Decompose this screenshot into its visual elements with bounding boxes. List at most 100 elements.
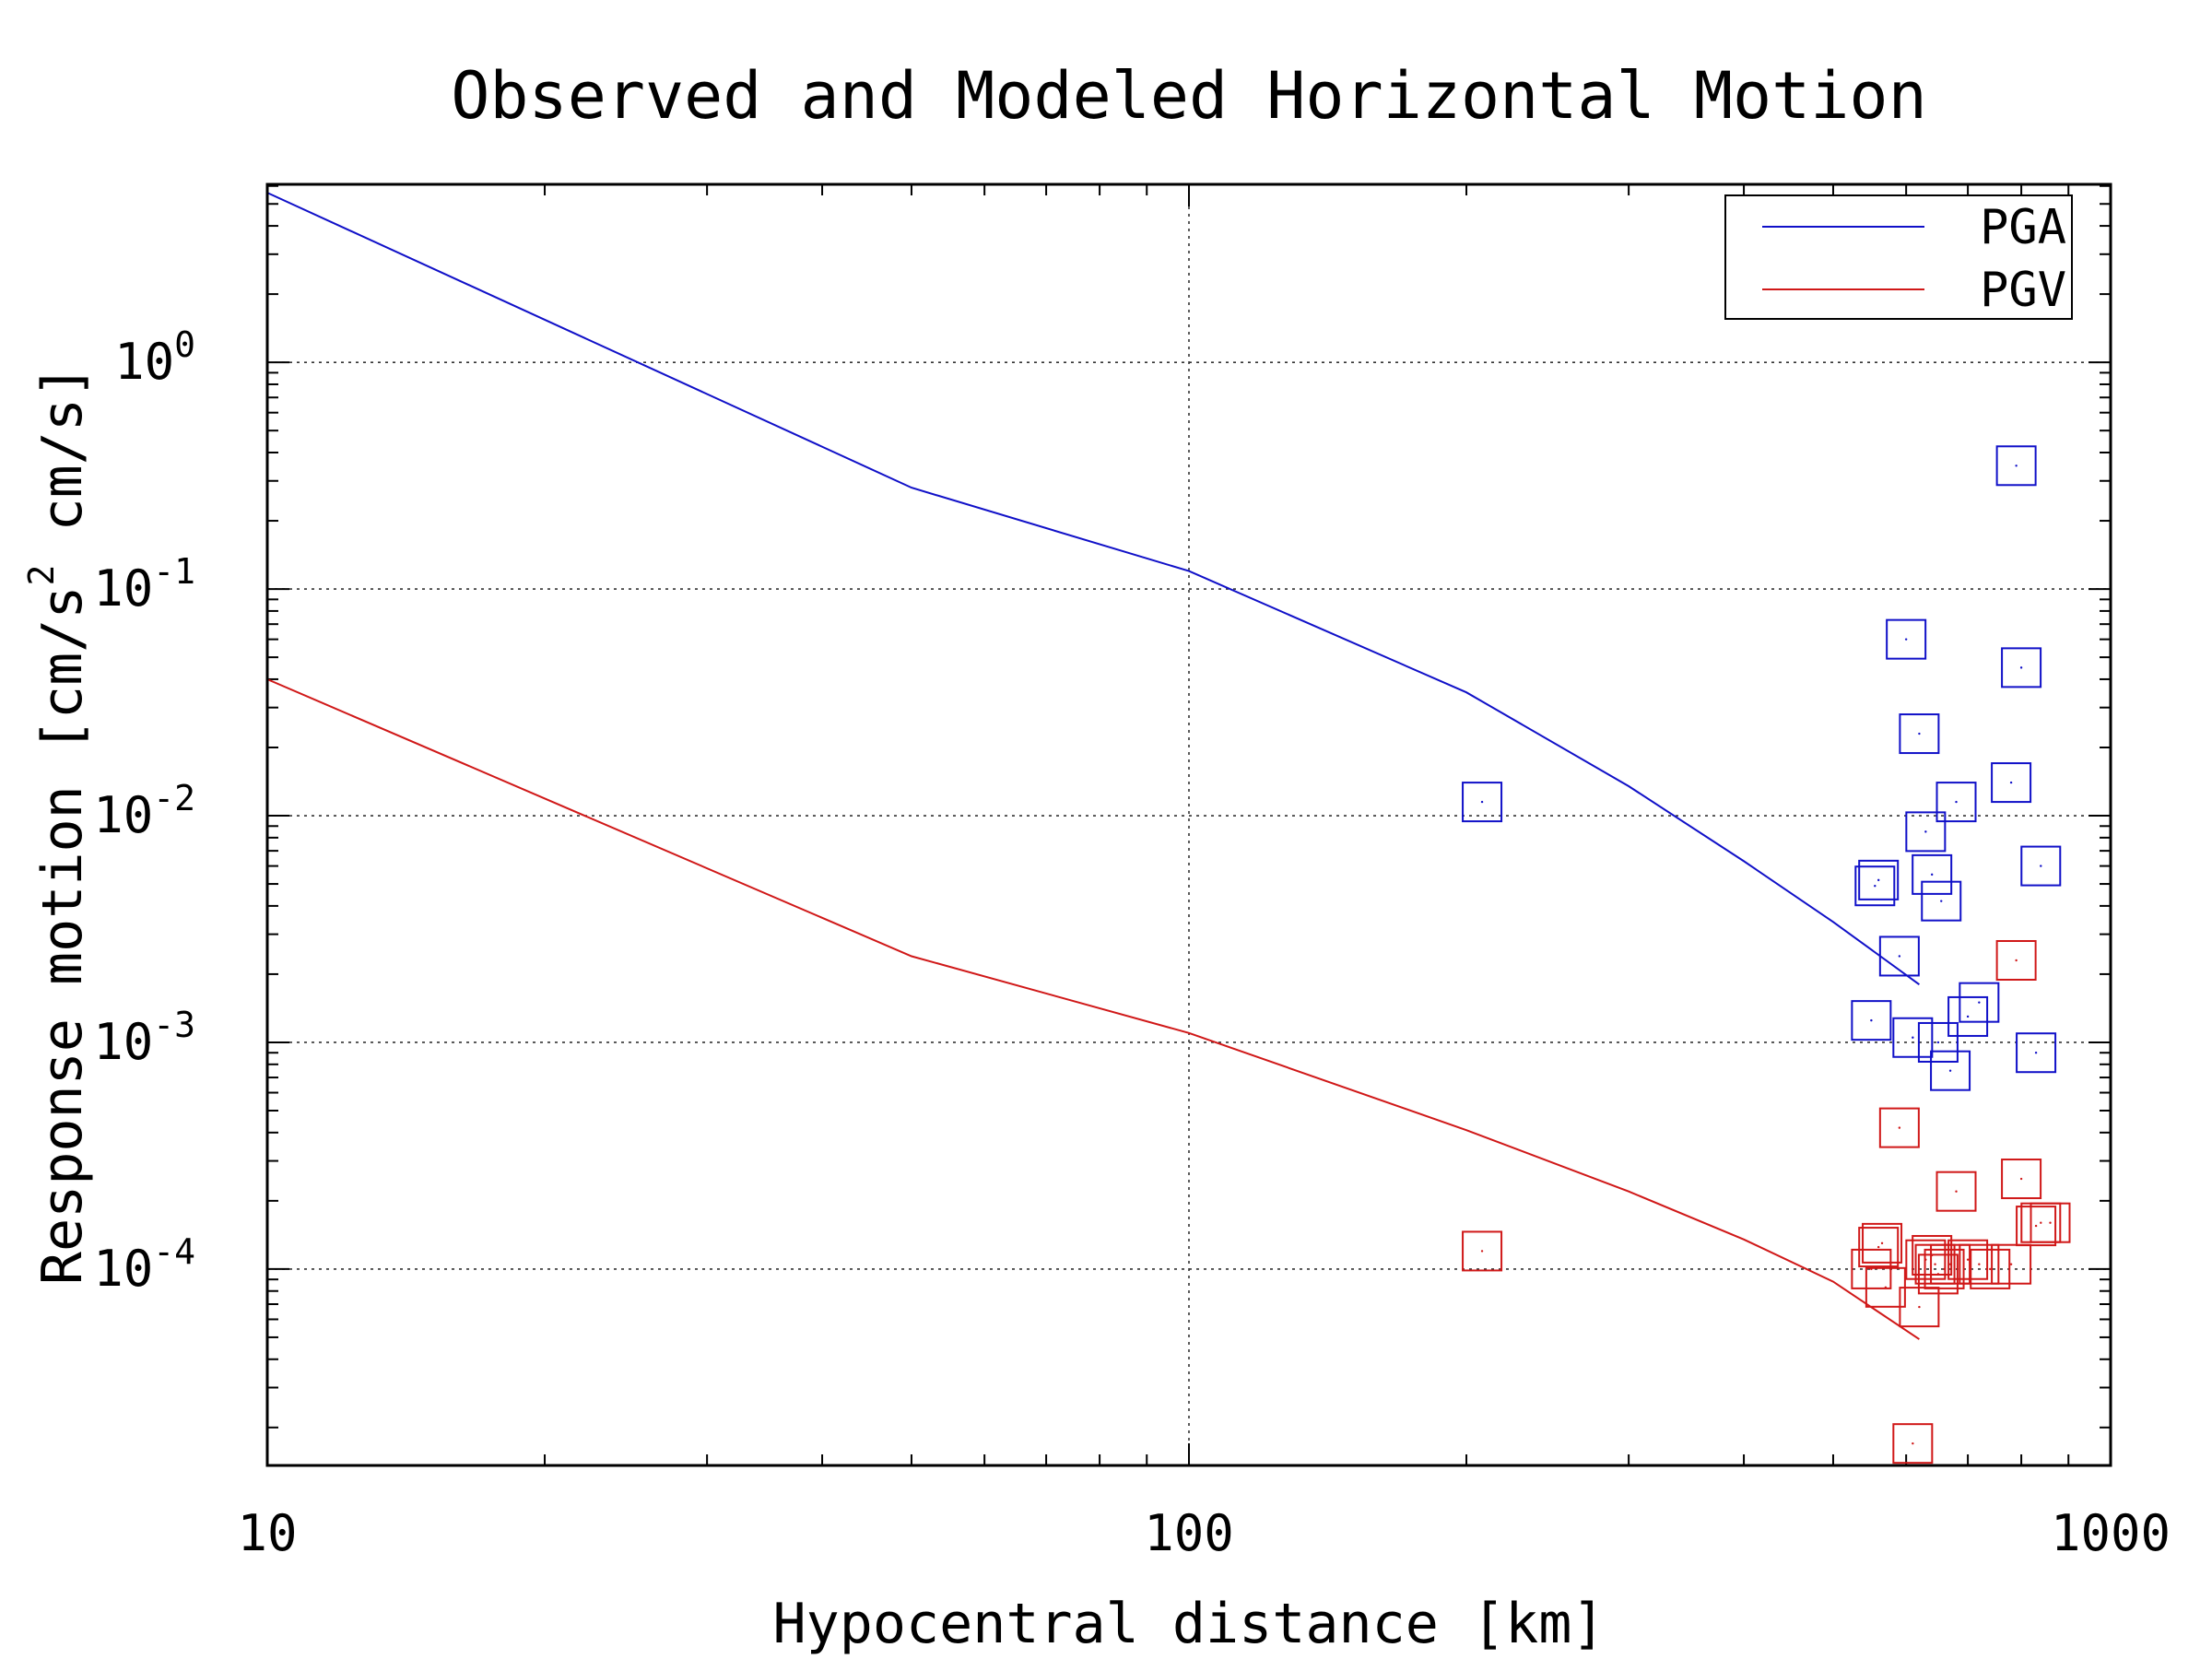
pgv-observed-marker	[1862, 1222, 1903, 1264]
pga-observed-marker-dot	[1948, 1069, 1952, 1072]
pgv-observed-marker	[1878, 1107, 1920, 1148]
pgv-observed-marker	[1995, 939, 2037, 981]
y-axis-label: Response motion [cm/s2 cm/s]	[21, 365, 95, 1285]
pgv-observed-marker-dot	[1948, 1263, 1952, 1265]
pga-observed-marker	[1462, 782, 1503, 823]
pgv-observed-marker-dot	[1918, 1305, 1921, 1309]
pgv-observed-marker-dot	[1934, 1263, 1936, 1265]
pga-observed-marker	[2001, 647, 2042, 688]
pga-observed-marker	[1851, 1000, 1892, 1041]
y-tick-label: 10-3	[93, 1005, 195, 1071]
legend-pgv-label: PGV	[1980, 263, 2066, 318]
pgv-observed-marker-dot	[1898, 1126, 1901, 1129]
pga-observed-marker	[1995, 445, 2037, 487]
pgv-observed-marker	[1462, 1230, 1503, 1272]
pga-observed-marker-dot	[1940, 900, 1943, 902]
pga-observed-marker-dot	[1930, 873, 1934, 877]
pga-observed-marker	[1905, 811, 1947, 853]
pga-observed-marker	[2020, 845, 2062, 887]
pga-observed-marker-dot	[2015, 465, 2018, 467]
pga-observed-marker	[1899, 713, 1940, 755]
pga-observed-marker	[1858, 859, 1900, 900]
pga-observed-marker	[1921, 880, 1962, 922]
pga-observed-marker	[2016, 1032, 2057, 1074]
pgv-observed-marker	[1959, 1243, 2000, 1285]
pgv-observed-marker-dot	[2034, 1224, 2038, 1228]
pga-observed-marker-dot	[2034, 1052, 2038, 1054]
pgv-observed-marker-dot	[1877, 1245, 1880, 1249]
plot-series	[266, 192, 2071, 1465]
pga-observed-marker	[1991, 762, 2032, 804]
pga-line	[266, 192, 1920, 986]
pgv-observed-marker-dot	[1912, 1441, 1914, 1445]
x-axis-label: Hypocentral distance [km]	[772, 1592, 1605, 1656]
pga-observed-marker	[1892, 1017, 1934, 1058]
x-tick-label: 100	[1144, 1504, 1234, 1562]
pgv-observed-marker-dot	[2040, 1221, 2042, 1224]
pgv-observed-marker	[1991, 1243, 2032, 1285]
pgv-observed-marker	[2001, 1159, 2042, 1200]
plot-frame	[265, 182, 2112, 1467]
pga-observed-marker	[1878, 935, 1920, 977]
pgv-observed-marker	[1936, 1171, 1977, 1212]
y-tick-label: 10-4	[93, 1231, 195, 1298]
x-tick-label: 1000	[2051, 1504, 2171, 1562]
y-tick-label: 10-2	[93, 778, 195, 844]
pgv-observed-marker-dot	[1936, 1273, 1940, 1276]
y-tick-label: 10-1	[93, 551, 195, 618]
legend-pga-label: PGA	[1980, 200, 2066, 255]
pgv-line	[266, 678, 1920, 1340]
pgv-observed-marker-dot	[1880, 1241, 1884, 1245]
pga-observed-marker-dot	[1912, 1036, 1914, 1039]
pgv-observed-marker	[1924, 1248, 1965, 1289]
pga-observed-marker	[1912, 853, 1953, 895]
x-tick-label: 10	[237, 1504, 297, 1562]
pgv-observed-marker	[1930, 1243, 1971, 1285]
pga-observed-marker-dot	[1870, 1018, 1873, 1022]
pga-observed-marker-dot	[1918, 732, 1921, 735]
pgv-observed-marker	[2030, 1202, 2071, 1243]
pgv-observed-marker-dot	[2015, 959, 2018, 962]
pgv-observed-marker	[1970, 1248, 2011, 1289]
pgv-observed-marker-dot	[2009, 1263, 2013, 1265]
pgv-observed-marker-dot	[1943, 1267, 1946, 1271]
grid-lines	[267, 184, 2111, 1465]
pga-observed-marker-dot	[1480, 800, 1484, 804]
pga-observed-marker	[1886, 618, 1927, 660]
pga-observed-marker-dot	[1924, 830, 1927, 833]
pgv-observed-marker-dot	[1480, 1250, 1484, 1253]
pgv-observed-marker-dot	[1978, 1263, 1981, 1265]
pgv-observed-marker	[1851, 1248, 1892, 1289]
y-tick-labels: 100 10-1 10-2 10-3 10-4	[93, 324, 195, 1298]
legend: PGA PGV	[1724, 194, 2073, 320]
pga-observed-marker	[1854, 865, 1896, 907]
pga-observed-marker	[1959, 982, 2000, 1023]
pgv-observed-marker-dot	[1989, 1267, 1992, 1271]
pga-observed-marker	[1917, 1021, 1959, 1063]
pgv-observed-marker	[1892, 1423, 1934, 1465]
pgv-observed-marker	[1858, 1227, 1900, 1268]
pga-observed-marker-dot	[1898, 955, 1901, 958]
pga-observed-marker-dot	[2009, 781, 2013, 784]
pgv-observed-marker-dot	[1955, 1190, 1958, 1193]
chart-title: Observed and Modeled Horizontal Motion	[451, 58, 1926, 134]
pga-observed-marker-dot	[1936, 1041, 1940, 1044]
pga-observed-marker-dot	[1904, 638, 1908, 641]
pgv-observed-marker-dot	[1884, 1286, 1888, 1289]
legend-box	[1724, 194, 2073, 320]
pga-observed-marker	[1930, 1050, 1971, 1091]
pgv-observed-marker-dot	[2049, 1221, 2052, 1224]
pga-observed-marker-dot	[1978, 1001, 1981, 1004]
pga-observed-marker-dot	[1966, 1015, 1970, 1018]
pgv-observed-marker-dot	[1966, 1258, 1970, 1261]
pga-observed-marker-dot	[1877, 878, 1880, 882]
pga-observed-marker-dot	[1874, 885, 1877, 888]
pgv-observed-marker-dot	[2019, 1177, 2023, 1181]
pgv-observed-marker	[1917, 1253, 1959, 1295]
pga-observed-marker-dot	[2019, 666, 2023, 669]
pga-observed-marker-dot	[1955, 800, 1958, 804]
x-tick-labels: 10 100 1000	[237, 1504, 2171, 1562]
pga-observed-marker	[1936, 782, 1977, 823]
pga-observed-marker-dot	[2040, 865, 2042, 867]
